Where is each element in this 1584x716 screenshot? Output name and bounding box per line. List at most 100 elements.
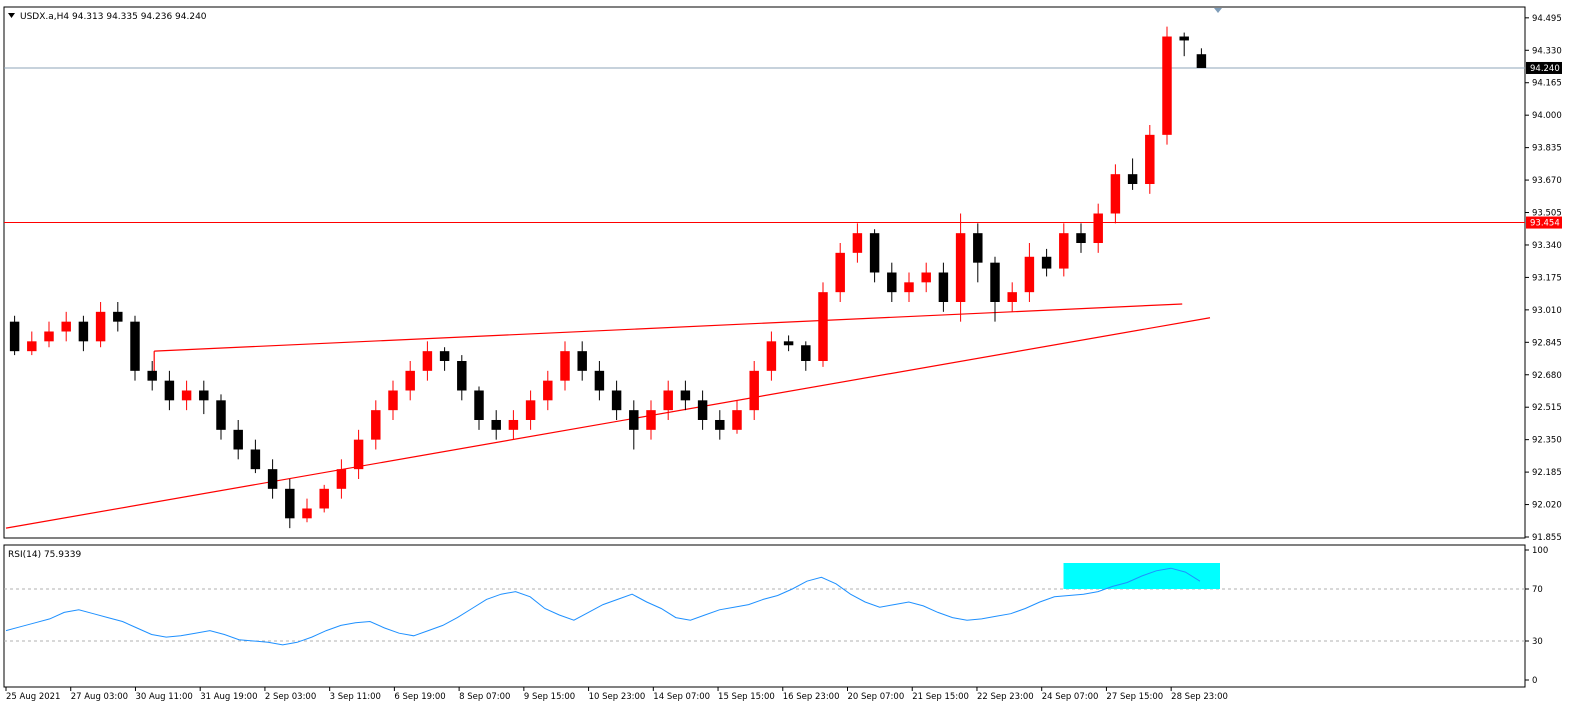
time-tick-label: 22 Sep 23:00 — [977, 692, 1034, 702]
candle-body — [1127, 174, 1138, 185]
time-tick-label: 8 Sep 07:00 — [459, 692, 510, 702]
candle-body — [474, 390, 484, 420]
candle-body — [113, 311, 123, 322]
candle-body — [818, 292, 828, 361]
shift-marker-icon[interactable] — [1214, 8, 1222, 13]
rsi-tick-label: 70 — [1532, 585, 1543, 595]
candle-body — [732, 410, 742, 430]
symbol-header: USDX.a,H4 94.313 94.335 94.236 94.240 — [20, 12, 207, 22]
candle-body — [181, 390, 192, 401]
candle-body — [1110, 174, 1121, 214]
candle-body — [783, 341, 794, 346]
resistance-price-label: 93.454 — [1530, 219, 1560, 229]
time-tick-label: 3 Sep 11:00 — [330, 692, 381, 702]
candle-body — [130, 321, 140, 371]
candle-body — [921, 272, 931, 283]
candle-body — [388, 390, 398, 411]
time-tick-label: 15 Sep 15:00 — [718, 692, 775, 702]
candle-body — [525, 400, 536, 420]
candle-body — [508, 419, 519, 430]
rsi-tick-label: 100 — [1532, 546, 1548, 556]
candle-body — [680, 390, 691, 401]
candle-body — [371, 410, 381, 440]
candle-body — [560, 351, 570, 381]
collapse-triangle-icon[interactable] — [8, 13, 15, 18]
time-tick-label: 31 Aug 19:00 — [200, 692, 257, 702]
price-tick-label: 91.855 — [1532, 533, 1562, 543]
candle-body — [285, 488, 295, 519]
candle-body — [1093, 213, 1103, 244]
candle-body — [1024, 256, 1035, 293]
candle-body — [955, 233, 966, 302]
candle-body — [302, 508, 312, 519]
candle-body — [147, 370, 157, 381]
price-tick-label: 94.495 — [1532, 14, 1562, 24]
rsi-line — [5, 567, 1201, 646]
time-tick-label: 14 Sep 07:00 — [653, 692, 710, 702]
rsi-tick-label: 0 — [1532, 676, 1537, 686]
time-tick-label: 6 Sep 19:00 — [394, 692, 445, 702]
candle-body — [904, 282, 914, 293]
time-tick-label: 16 Sep 23:00 — [783, 692, 840, 702]
candle-body — [164, 380, 175, 401]
price-tick-label: 93.175 — [1532, 273, 1562, 283]
price-tick-label: 92.680 — [1532, 371, 1562, 381]
price-tick-label: 93.835 — [1532, 144, 1562, 154]
candle-body — [439, 351, 450, 361]
resistance-price-badge — [1526, 216, 1562, 229]
time-tick-label: 24 Sep 07:00 — [1042, 692, 1099, 702]
candle-body — [319, 488, 329, 509]
candle-body — [577, 351, 587, 371]
candle-body — [938, 272, 949, 302]
candle-body — [44, 331, 54, 342]
candle-body — [887, 272, 897, 293]
candle-body — [611, 390, 622, 411]
candle-body — [801, 345, 811, 361]
current-price-badge — [1526, 61, 1562, 74]
time-tick-label: 27 Sep 15:00 — [1106, 692, 1163, 702]
price-tick-label: 94.000 — [1532, 111, 1562, 121]
candle-body — [766, 341, 777, 371]
candle-body — [422, 351, 433, 371]
candle-body — [1076, 233, 1086, 244]
candle-body — [61, 321, 71, 332]
main-chart-pane[interactable] — [3, 6, 1526, 539]
time-tick-label: 2 Sep 03:00 — [265, 692, 316, 702]
candle-body — [1179, 36, 1189, 41]
axis-layer: 94.495 94.330 94.165 94.000 93.835 93.670 93.5… — [5, 14, 1562, 702]
time-tick-label: 9 Sep 15:00 — [524, 692, 575, 702]
candle-body — [646, 410, 656, 430]
price-tick-label: 93.340 — [1532, 241, 1562, 251]
candle-body — [543, 380, 553, 401]
time-tick-label: 10 Sep 23:00 — [589, 692, 646, 702]
candle-body — [267, 469, 278, 489]
time-tick-label: 27 Aug 03:00 — [71, 692, 128, 702]
candle-body — [1059, 233, 1069, 269]
candle-body — [405, 370, 415, 391]
candle-body — [1041, 256, 1052, 269]
candle-body — [629, 410, 639, 430]
rsi-header: RSI(14) 75.9339 — [8, 550, 81, 560]
candle-body — [216, 400, 226, 430]
candle-body — [1162, 36, 1172, 135]
price-tick-label: 92.185 — [1532, 468, 1562, 478]
candle-body — [1007, 292, 1017, 302]
price-tick-label: 92.515 — [1532, 403, 1562, 413]
candle-body — [95, 311, 106, 342]
candle-body — [233, 429, 243, 450]
price-tick-label: 92.350 — [1532, 436, 1562, 446]
candle-body — [336, 469, 347, 489]
rsi-pane[interactable] — [3, 544, 1526, 688]
candle-body — [199, 390, 209, 401]
time-tick-label: 20 Sep 07:00 — [848, 692, 905, 702]
candle-body — [715, 419, 725, 430]
time-tick-label: 21 Sep 15:00 — [912, 692, 969, 702]
price-tick-label: 93.670 — [1532, 176, 1562, 186]
time-tick-label: 25 Aug 2021 — [6, 692, 60, 702]
time-tick-label: 28 Sep 23:00 — [1171, 692, 1228, 702]
main-chart-layer — [4, 26, 1525, 529]
current-price-label: 94.240 — [1530, 64, 1560, 74]
candle-body — [457, 360, 467, 391]
